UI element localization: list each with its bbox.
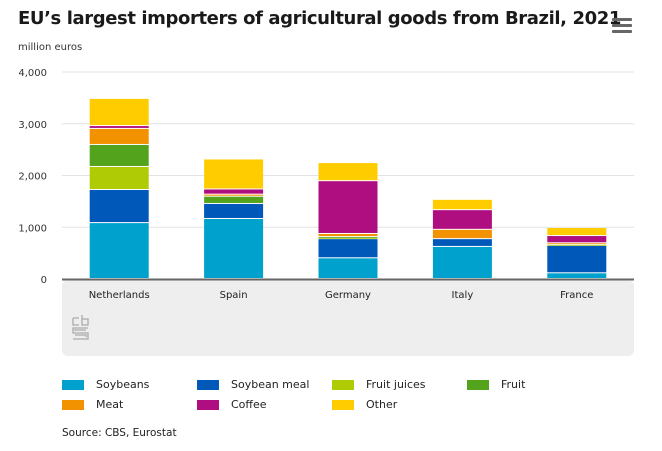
legend-swatch [332,379,354,390]
bar-segment-soybeans[interactable] [318,258,378,278]
x-axis-panel [62,280,634,356]
bar-segment-fruit[interactable] [89,144,149,166]
bar-stack-spain [204,159,264,278]
chart-title: EU’s largest importers of agricultural g… [18,8,621,29]
bar-segment-coffee[interactable] [432,210,492,229]
legend-swatch [197,379,219,390]
bar-segment-meat[interactable] [318,233,378,237]
legend-item-soybeans[interactable]: Soybeans [62,378,149,391]
chart-area: 0 1,000 2,000 3,000 4,000 Netherlands Spain Ge… [18,68,634,356]
bar-stack-netherlands [89,98,149,278]
bar-segment-soybean-meal[interactable] [89,189,149,223]
legend-item-other[interactable]: Other [332,398,397,411]
legend-swatch [197,399,219,410]
bar-segment-soybeans[interactable] [89,223,149,278]
bar-segment-soybeans[interactable] [204,218,264,278]
x-tick-label: Netherlands [89,290,150,301]
bar-segment-fruit-juices[interactable] [547,244,607,246]
legend-label: Soybean meal [231,378,310,391]
bars [89,98,607,278]
bar-segment-other[interactable] [547,228,607,236]
legend-item-soybean-meal[interactable]: Soybean meal [197,378,309,391]
bar-segment-coffee[interactable] [318,181,378,233]
bar-segment-soybean-meal[interactable] [318,239,378,258]
bar-segment-soybean-meal[interactable] [204,203,264,218]
bar-stack-france [547,228,607,278]
legend-label: Soybeans [96,378,150,391]
cbs-logo-icon [72,315,89,340]
bar-segment-meat[interactable] [547,243,607,245]
legend-label: Meat [96,398,124,411]
bar-segment-fruit[interactable] [318,237,378,238]
bar-segment-fruit-juices[interactable] [318,238,378,239]
bar-stack-germany [318,163,378,278]
bar-segment-soybeans[interactable] [547,273,607,278]
legend-label: Fruit [501,378,526,391]
legend-swatch [62,399,84,410]
bar-segment-other[interactable] [432,199,492,210]
legend-item-coffee[interactable]: Coffee [197,398,267,411]
y-axis-ticks: 0 1,000 2,000 3,000 4,000 [18,68,47,286]
hamburger-menu-icon[interactable] [612,18,632,34]
legend-label: Fruit juices [366,378,426,391]
legend-item-fruit[interactable]: Fruit [467,378,525,391]
bar-segment-other[interactable] [204,159,264,189]
legend-swatch [467,379,489,390]
bar-segment-soybeans[interactable] [432,246,492,278]
menu-bar [612,30,632,33]
legend-swatch [332,399,354,410]
x-axis-labels: Netherlands Spain Germany Italy France [89,290,594,301]
x-tick-label: France [560,290,593,301]
legend-label: Other [366,398,398,411]
bar-segment-fruit-juices[interactable] [89,166,149,189]
legend-item-meat[interactable]: Meat [62,398,123,411]
bar-segment-meat[interactable] [204,194,264,196]
bar-segment-coffee[interactable] [89,126,149,128]
x-tick-label: Germany [325,290,371,301]
y-tick-label: 2,000 [18,172,47,183]
bar-segment-soybean-meal[interactable] [547,245,607,273]
legend-item-fruit-juices[interactable]: Fruit juices [332,378,426,391]
bar-segment-fruit[interactable] [204,196,264,203]
bar-segment-coffee[interactable] [204,189,264,194]
y-tick-label: 4,000 [18,68,47,79]
bar-stack-italy [432,199,492,278]
y-tick-label: 3,000 [18,120,47,131]
y-axis-unit-label: million euros [18,42,83,53]
legend-swatch [62,379,84,390]
bar-segment-meat[interactable] [89,128,149,144]
y-tick-label: 0 [41,275,47,286]
menu-bar [612,24,632,27]
bar-segment-other[interactable] [89,98,149,126]
legend-label: Coffee [231,398,267,411]
bar-segment-meat[interactable] [432,229,492,239]
y-tick-label: 1,000 [18,223,47,234]
source-note: Source: CBS, Eurostat [62,427,177,439]
x-tick-label: Spain [220,290,248,301]
bar-segment-other[interactable] [318,163,378,181]
x-tick-label: Italy [452,290,474,301]
bar-segment-soybean-meal[interactable] [432,239,492,246]
bar-segment-coffee[interactable] [547,236,607,243]
menu-bar [612,18,632,21]
